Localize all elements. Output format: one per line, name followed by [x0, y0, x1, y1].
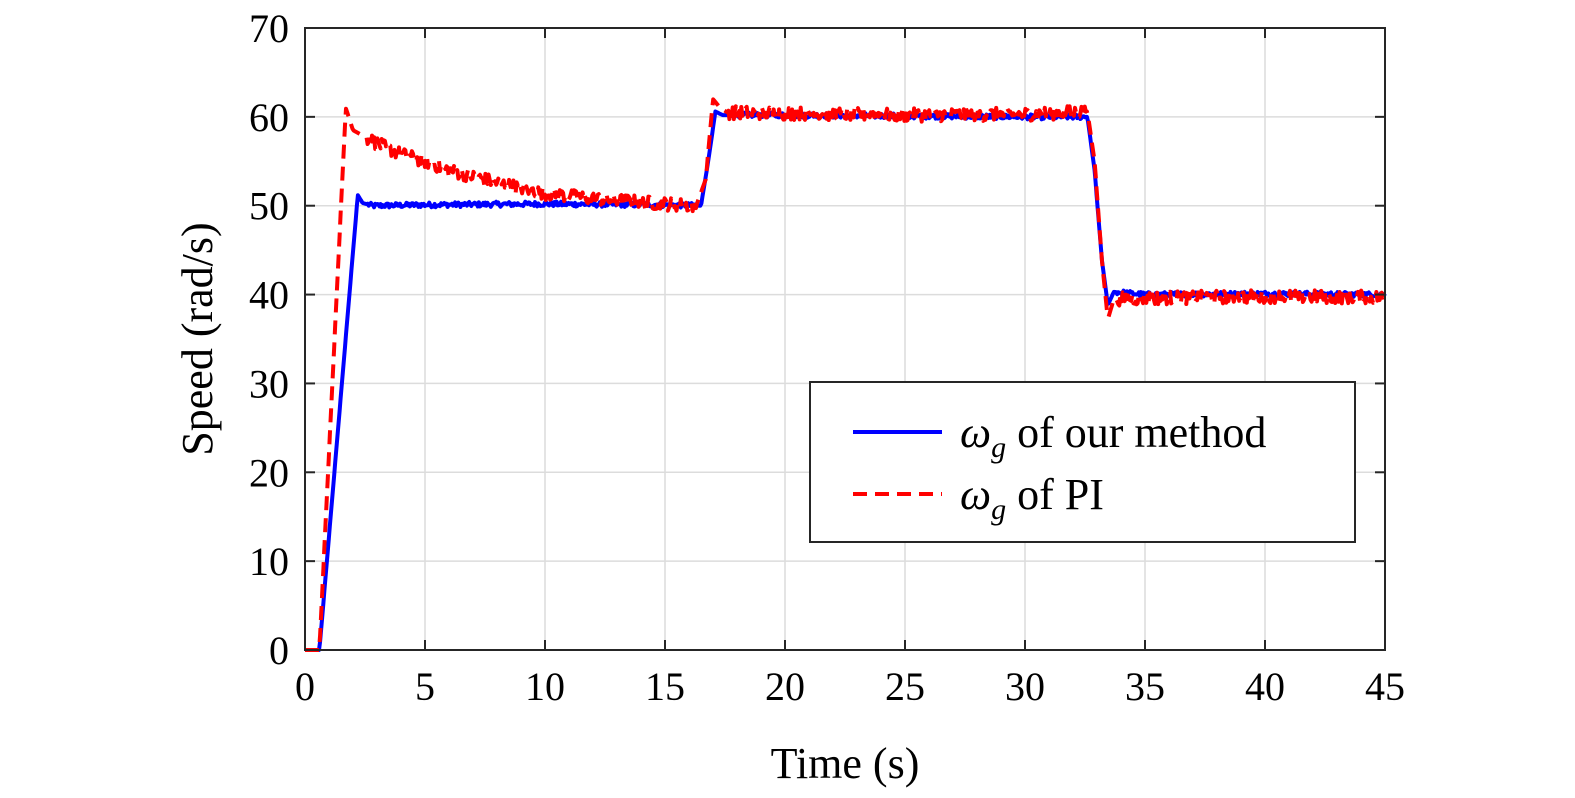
- x-tick-label: 35: [1125, 664, 1165, 709]
- x-tick-label: 10: [525, 664, 565, 709]
- legend-box: [809, 381, 1356, 543]
- y-tick-label: 60: [249, 95, 289, 140]
- grid-layer: [305, 28, 1385, 650]
- x-tick-label: 45: [1365, 664, 1405, 709]
- y-tick-label: 10: [249, 539, 289, 584]
- x-tick-label: 0: [295, 664, 315, 709]
- x-tick-label: 30: [1005, 664, 1045, 709]
- series-line-our-method: [304, 109, 1387, 652]
- y-tick-label: 70: [249, 6, 289, 51]
- y-tick-label: 50: [249, 184, 289, 229]
- x-tick-label: 5: [415, 664, 435, 709]
- y-tick-label: 0: [269, 628, 289, 673]
- legend: ωg of our method ωg of PI: [809, 381, 1356, 543]
- x-axis-label: Time (s): [771, 739, 920, 788]
- legend-label-pi: ωg of PI: [960, 470, 1104, 526]
- plot-frame: [304, 27, 1386, 651]
- legend-entries: ωg of our method ωg of PI: [853, 408, 1266, 526]
- y-tick-label: 40: [249, 273, 289, 318]
- legend-label-our-method: ωg of our method: [960, 408, 1266, 464]
- x-tick-label: 25: [885, 664, 925, 709]
- x-tick-label: 40: [1245, 664, 1285, 709]
- series-layer: [304, 97, 1387, 652]
- x-tick-label: 20: [765, 664, 805, 709]
- x-tick-label: 15: [645, 664, 685, 709]
- y-tick-label: 30: [249, 361, 289, 406]
- y-axis-label: Speed (rad/s): [173, 222, 222, 455]
- y-tick-label: 20: [249, 450, 289, 495]
- tick-layer: 0 5 10 15 20 25 30 35 40 45 0 10 20 30 40 50 60 70: [249, 6, 1405, 709]
- series-line-pi: [304, 97, 1386, 652]
